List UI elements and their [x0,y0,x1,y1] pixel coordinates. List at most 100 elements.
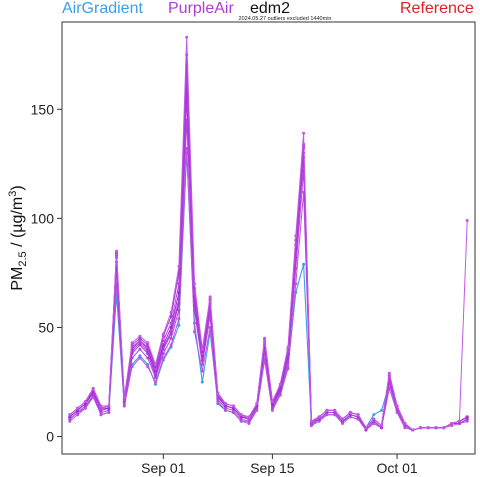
data-point [91,387,95,390]
data-point [76,413,80,417]
data-point [286,345,290,349]
data-point [403,422,407,425]
data-point [154,376,157,380]
data-point [208,295,212,299]
data-point [200,352,204,356]
data-point [450,422,454,425]
data-point [138,356,142,360]
data-point [403,424,407,428]
data-point [239,417,243,421]
data-point [107,411,111,414]
data-point [146,365,150,369]
data-point [309,422,313,425]
data-point [457,422,461,425]
data-point [107,404,111,408]
series-layer [68,35,469,432]
data-point [341,419,344,423]
data-point [239,419,243,423]
y-tick-label: 50 [38,319,54,335]
legend-edm2: edm2 [250,0,291,17]
data-point [341,417,344,421]
data-point [380,408,383,412]
legend-purpleair: PurpleAir [168,0,234,17]
data-point [325,413,329,417]
data-point [154,371,157,375]
data-point [177,317,181,321]
data-point [122,395,126,399]
data-point [348,413,352,417]
data-point [317,419,321,423]
data-point [99,413,103,417]
x-tick-label: Sep 15 [250,460,295,476]
data-point [325,411,329,414]
data-point [270,402,274,406]
data-point [138,339,142,342]
data-point [200,363,204,366]
data-point [294,234,298,238]
data-point [278,382,282,386]
data-point [146,356,150,360]
data-point [115,249,118,253]
data-point [286,367,290,371]
data-point [99,408,103,412]
x-axis: Sep 01 Sep 15 Oct 01 [141,454,418,476]
data-point [224,404,228,408]
data-point [122,404,126,408]
data-point [130,365,134,369]
data-point [122,398,126,401]
data-point [154,367,157,371]
data-point [395,404,399,408]
data-point [387,371,391,375]
y-axis: 0 50 100 150 [31,101,62,445]
data-point [247,415,251,419]
data-point [325,408,329,412]
series-line-1 [69,148,468,431]
data-point [224,402,228,406]
data-point [169,336,173,340]
data-point [247,417,251,421]
data-point [107,406,111,410]
data-point [138,347,142,351]
annotation-text: 2024.05.27 outliers excluded 1440min [239,16,332,22]
data-point [403,426,407,430]
data-point [122,402,126,406]
data-point [434,426,438,430]
series-line-8 [69,36,468,431]
data-point [122,400,126,404]
data-point [83,406,87,410]
data-point [457,419,461,423]
ylabel-sub: 2.5 [17,251,29,266]
data-point [76,406,80,410]
data-point [270,400,274,404]
data-point [442,426,446,430]
data-point [302,262,306,266]
data-point [154,365,157,369]
data-point [161,332,165,336]
data-point [169,310,173,314]
ylabel-close: ) [9,185,26,190]
data-point [419,426,422,430]
data-point [154,374,157,377]
data-point [177,282,181,286]
data-point [270,406,274,410]
data-point [83,400,87,404]
data-point [68,419,72,423]
x-tick-label: Oct 01 [376,460,417,476]
data-point [138,354,142,358]
ylabel-sup: 3 [7,191,19,197]
data-point [263,336,267,340]
data-point [247,422,251,425]
data-point [302,131,306,135]
data-point [216,402,220,406]
data-point [154,369,157,373]
data-point [380,426,383,430]
legend-reference: Reference [400,0,474,17]
data-point [154,380,157,384]
ylabel-main: PM [9,267,26,291]
plot-frame [61,21,476,455]
data-point [99,406,103,410]
y-tick-label: 150 [31,101,55,117]
data-point [224,406,228,410]
data-point [372,417,376,421]
